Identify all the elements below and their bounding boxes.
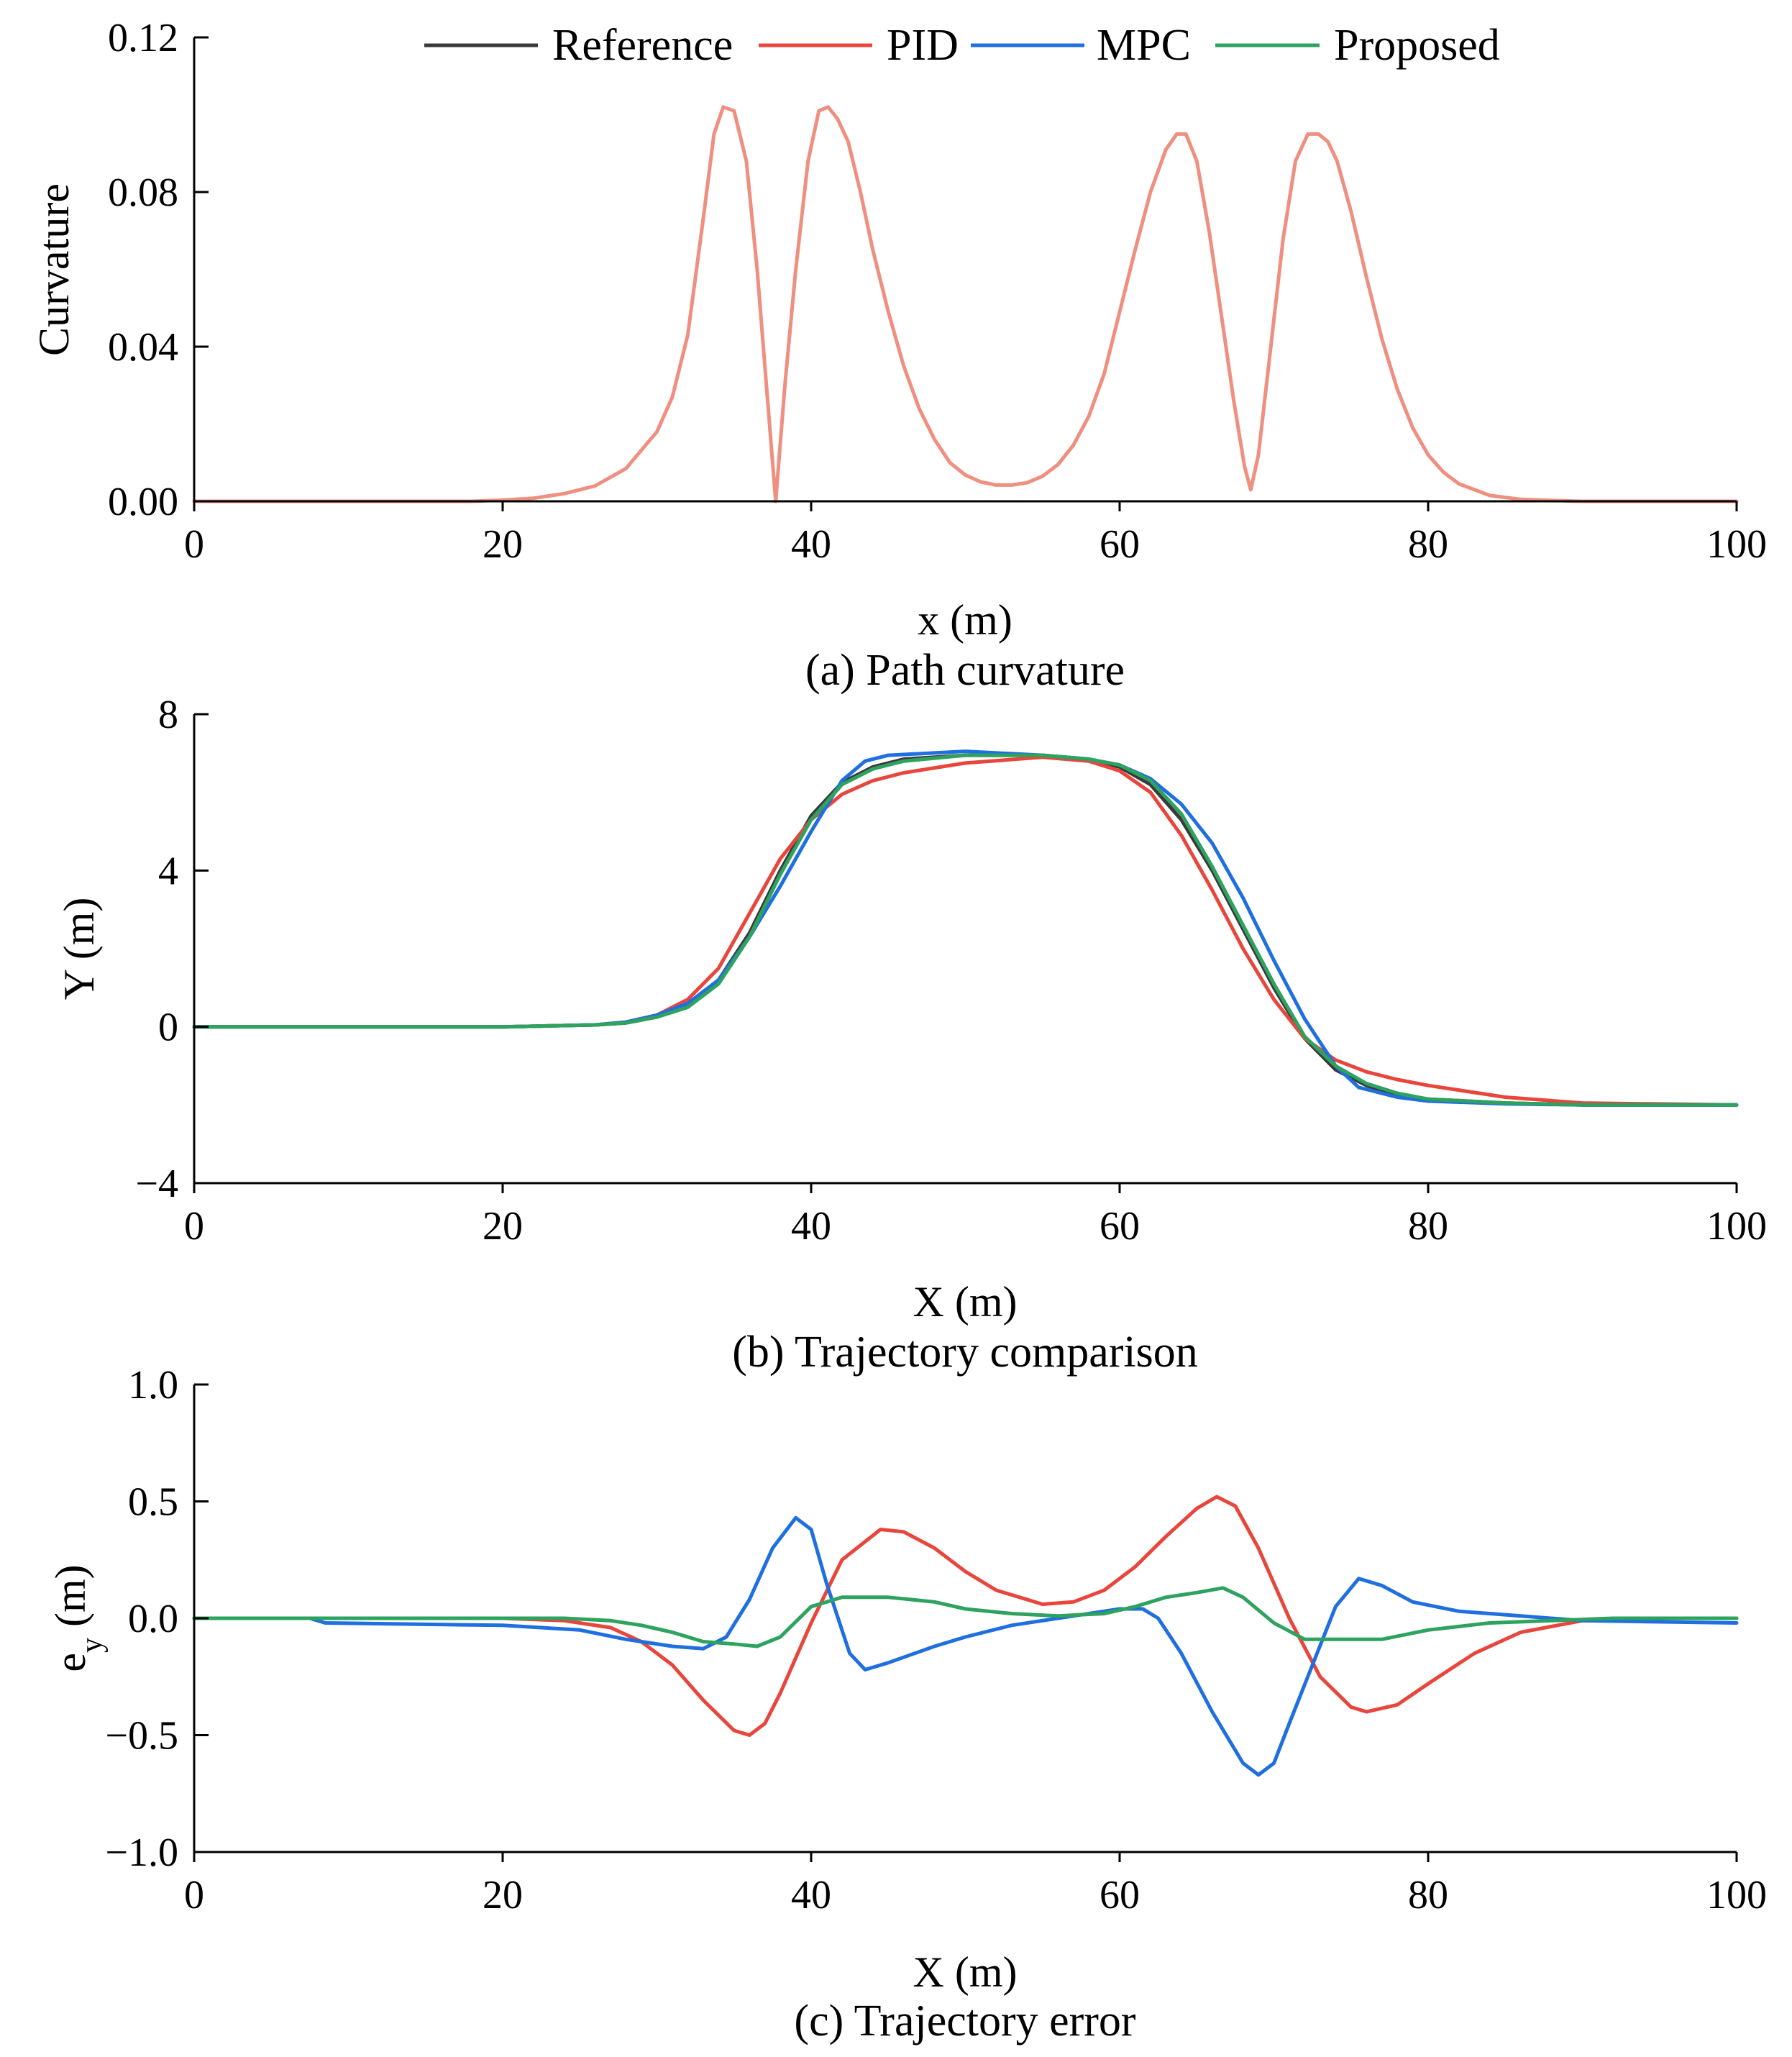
panel-b-series-proposed bbox=[192, 753, 1739, 1107]
panel-c-y-title: ey (m) bbox=[47, 1564, 109, 1671]
panel-a-series-curvature bbox=[192, 105, 1739, 503]
panel-b-x-title: X (m) bbox=[913, 1278, 1018, 1326]
panel-b-x-tick-label: 40 bbox=[791, 1204, 831, 1249]
panel-b-x-tick-label: 0 bbox=[184, 1204, 204, 1249]
panel-a-x-title: x (m) bbox=[918, 596, 1012, 644]
panel-c-ticks: 0 20 40 60 80 100 −1.0 −0.5 0.0 0.5 1.0 bbox=[105, 1363, 1767, 1917]
panel-b-y-tick-label: −4 bbox=[135, 1162, 178, 1206]
panel-c-caption: (c) Trajectory error bbox=[794, 1997, 1135, 2045]
panel-c-x-tick-label: 0 bbox=[184, 1873, 204, 1917]
panel-b-x-tick-label: 100 bbox=[1706, 1204, 1767, 1249]
panel-a-y-tick-label: 0.00 bbox=[108, 480, 178, 524]
e-y-subscript: y bbox=[76, 1638, 109, 1653]
panel-c-y-tick-label: −1.0 bbox=[105, 1830, 178, 1875]
panel-a-curvature: 0 20 40 60 80 100 0.00 0.04 0.08 0.12 x (m) Curva… bbox=[30, 16, 1767, 695]
legend-label-reference: Reference bbox=[552, 21, 733, 70]
panel-b-y-tick-label: 0 bbox=[158, 1005, 178, 1050]
panel-a-caption: (a) Path curvature bbox=[805, 646, 1125, 695]
panel-c-series-mpc bbox=[192, 1515, 1739, 1777]
panel-b-series bbox=[192, 749, 1739, 1107]
panel-b-y-tick-label: 8 bbox=[158, 693, 178, 737]
panel-c-error: 0 20 40 60 80 100 −1.0 −0.5 0.0 0.5 1.0 X (m) ey (… bbox=[47, 1363, 1767, 2045]
panel-c-x-tick-label: 60 bbox=[1100, 1873, 1140, 1917]
panel-c-x-tick-label: 40 bbox=[791, 1873, 831, 1917]
panel-c-y-tick-label: 0.0 bbox=[128, 1597, 178, 1641]
panel-a-y-title: Curvature bbox=[30, 183, 78, 356]
panel-a-x-tick-label: 40 bbox=[791, 522, 831, 567]
panel-a-x-tick-label: 100 bbox=[1706, 522, 1767, 567]
panel-b-series-pid bbox=[192, 755, 1739, 1107]
panel-a-y-tick-label: 0.12 bbox=[108, 16, 178, 60]
panel-c-x-title: X (m) bbox=[913, 1948, 1018, 1996]
panel-a-ticks: 0 20 40 60 80 100 0.00 0.04 0.08 0.12 bbox=[108, 16, 1767, 567]
panel-b-y-tick-label: 4 bbox=[158, 849, 178, 893]
panel-c-series-proposed bbox=[192, 1586, 1739, 1648]
panel-b-series-mpc bbox=[192, 749, 1739, 1107]
panel-b-y-title: Y (m) bbox=[55, 898, 103, 1000]
legend-label-proposed: Proposed bbox=[1334, 21, 1500, 70]
panel-b-series-reference bbox=[192, 753, 1739, 1107]
panel-c-series bbox=[192, 1495, 1739, 1777]
panel-c-y-tick-label: −0.5 bbox=[105, 1714, 178, 1759]
panel-c-y-tick-label: 0.5 bbox=[128, 1480, 178, 1525]
panel-c-x-tick-label: 20 bbox=[483, 1873, 523, 1917]
panel-a-x-tick-label: 80 bbox=[1408, 522, 1448, 567]
legend: Reference PID MPC Proposed bbox=[424, 21, 1500, 70]
panel-a-x-tick-label: 0 bbox=[184, 522, 204, 567]
panel-a-x-tick-label: 60 bbox=[1100, 522, 1140, 567]
panel-c-x-tick-label: 80 bbox=[1408, 1873, 1448, 1917]
legend-label-pid: PID bbox=[887, 21, 959, 70]
panel-a-y-tick-label: 0.08 bbox=[108, 170, 178, 215]
legend-label-mpc: MPC bbox=[1097, 21, 1191, 70]
panel-b-x-tick-label: 80 bbox=[1408, 1204, 1448, 1249]
panel-a-series bbox=[192, 105, 1739, 503]
panel-c-x-tick-label: 100 bbox=[1706, 1873, 1767, 1917]
panel-b-x-tick-label: 20 bbox=[483, 1204, 523, 1249]
panel-b-caption: (b) Trajectory comparison bbox=[732, 1328, 1197, 1377]
panel-a-y-tick-label: 0.04 bbox=[108, 325, 178, 370]
panel-c-y-tick-label: 1.0 bbox=[128, 1363, 178, 1408]
panel-b-x-tick-label: 60 bbox=[1100, 1204, 1140, 1249]
panel-a-x-tick-label: 20 bbox=[483, 522, 523, 567]
panel-c-series-pid bbox=[192, 1495, 1739, 1737]
